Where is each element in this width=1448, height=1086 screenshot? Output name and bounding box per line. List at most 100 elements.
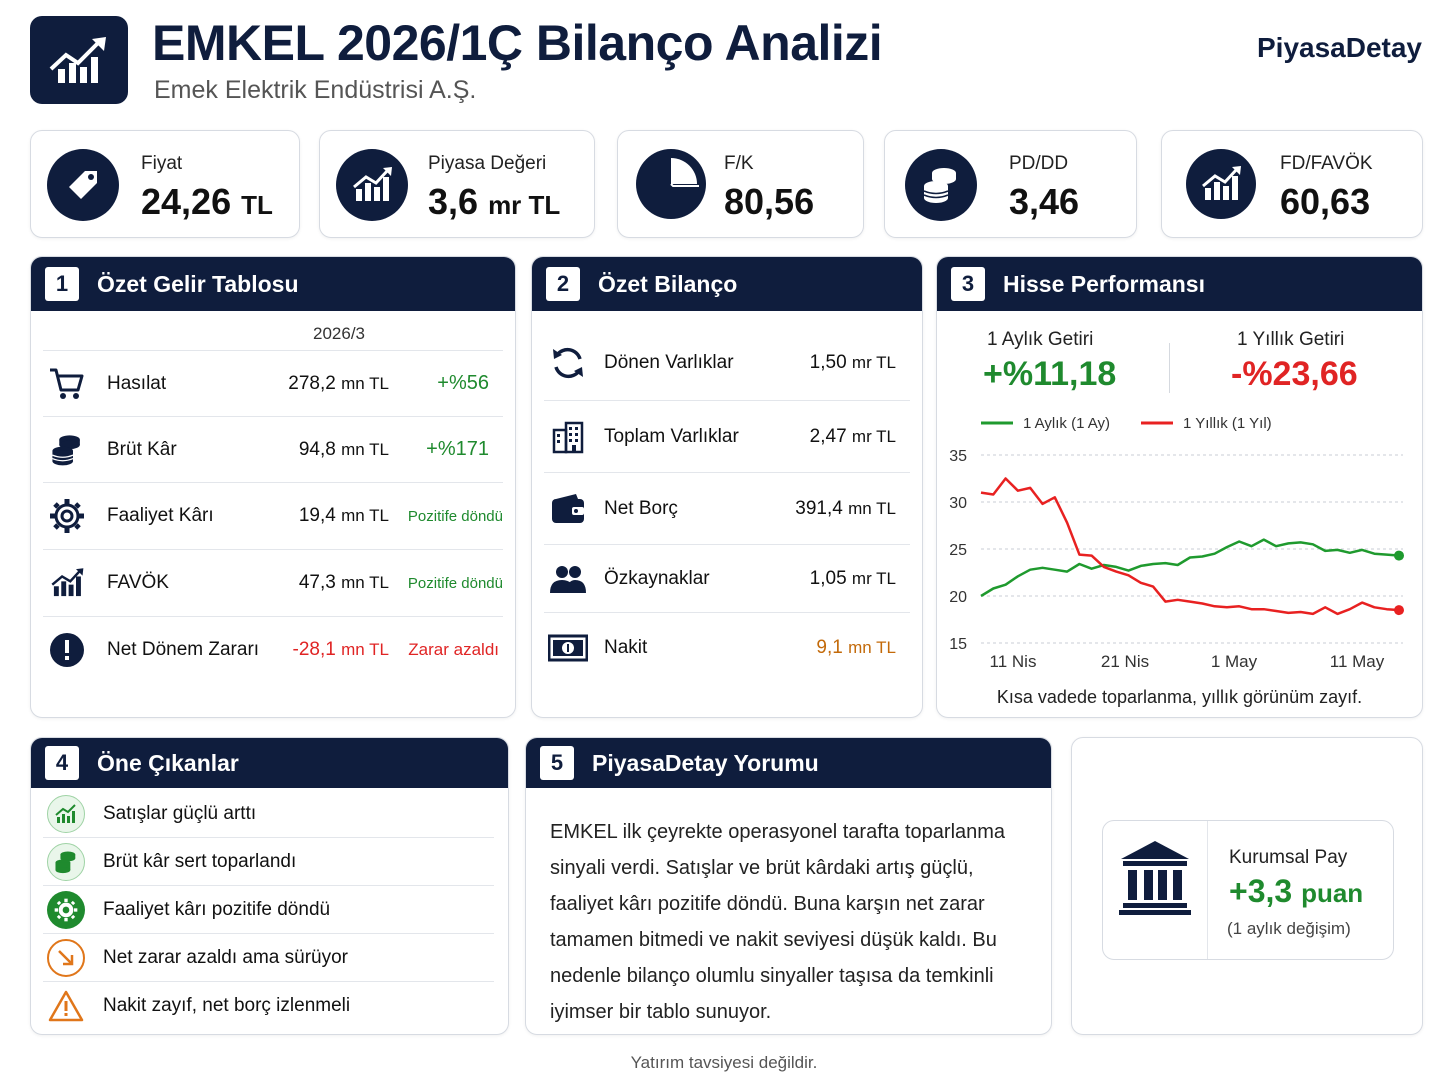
series-end-point xyxy=(1394,550,1404,561)
highlight-text: Satışlar güçlü arttı xyxy=(103,802,257,824)
panel-number: 4 xyxy=(45,746,79,780)
highlight-text: Faaliyet kârı pozitife döndü xyxy=(103,898,331,920)
row-unit: mr TL xyxy=(851,352,896,372)
row-value: 391,4 xyxy=(795,497,843,519)
kpi-number: 3,6 xyxy=(428,181,479,222)
highlight-item: Brüt kâr sert toparlandı xyxy=(43,838,494,886)
balance-sheet-panel: 2 Özet Bilanço Dönen Varlıklar 1,50 mr T… xyxy=(531,256,923,718)
kpi-label: Piyasa Değeri xyxy=(428,153,547,174)
highlight-item: Satışlar güçlü arttı xyxy=(43,790,494,838)
kpi-card-pe: F/K 80,56 xyxy=(617,130,864,238)
balance-row: Net Borç 391,4 mn TL xyxy=(544,473,910,545)
pie-chart-icon xyxy=(636,149,706,219)
row-label: Hasılat xyxy=(107,372,167,394)
institutional-label: Kurumsal Pay xyxy=(1229,847,1348,868)
coins-icon xyxy=(905,149,977,221)
disclaimer: Yatırım tavsiyesi değildir. xyxy=(630,1053,818,1072)
row-change: +%56 xyxy=(437,372,489,394)
panel-number: 5 xyxy=(540,746,574,780)
kpi-card-price: Fiyat 24,26 TL xyxy=(30,130,300,238)
y-tick-label: 30 xyxy=(949,495,967,512)
y-tick-label: 35 xyxy=(949,448,967,465)
gear-icon xyxy=(47,890,85,929)
row-value: 9,1 xyxy=(816,637,843,658)
row-value: -28,1 xyxy=(292,639,336,660)
legend-label: 1 Yıllık (1 Yıl) xyxy=(1183,415,1272,432)
kpi-number: 24,26 xyxy=(141,181,232,222)
users-icon xyxy=(548,559,588,599)
row-label: Toplam Varlıklar xyxy=(604,425,739,447)
series-end-point xyxy=(1394,605,1404,616)
highlight-item: Nakit zayıf, net borç izlenmeli xyxy=(43,982,494,1030)
income-row: Faaliyet Kârı 19,4 mn TL Pozitife döndü xyxy=(43,483,503,550)
balance-row: Toplam Varlıklar 2,47 mr TL xyxy=(544,401,910,473)
highlight-text: Brüt kâr sert toparlandı xyxy=(103,850,297,872)
row-label: Dönen Varlıklar xyxy=(604,351,734,373)
row-label: Net Borç xyxy=(604,497,678,519)
row-value: 94,8 xyxy=(298,438,336,460)
panel-number: 2 xyxy=(546,267,580,301)
gear-icon xyxy=(47,496,87,536)
panel-header: 4 Öne Çıkanlar xyxy=(31,738,508,788)
cart-icon xyxy=(47,364,87,404)
row-value: 2,47 xyxy=(809,425,847,447)
kpi-card-market-cap: Piyasa Değeri 3,6 mr TL xyxy=(319,130,595,238)
price-tag-icon xyxy=(47,149,119,221)
institutional-number: +3,3 xyxy=(1229,873,1293,909)
row-label: Faaliyet Kârı xyxy=(107,505,214,526)
panel-title: Hisse Performansı xyxy=(1003,270,1205,297)
yearly-return-value: -%23,66 xyxy=(1231,355,1358,393)
bar-chart-icon xyxy=(1186,149,1256,219)
trend-up-icon xyxy=(47,794,85,833)
row-unit: mr TL xyxy=(851,568,896,588)
row-change: +%171 xyxy=(426,438,489,460)
kpi-label: F/K xyxy=(724,153,754,174)
divider xyxy=(1207,821,1208,959)
building-icon xyxy=(548,417,588,457)
row-change: Zarar azaldı xyxy=(408,640,499,659)
row-value: 1,50 xyxy=(809,351,847,373)
coins-icon xyxy=(47,842,85,881)
performance-line-chart: 1 Aylık (1 Ay) 1 Yıllık (1 Yıl) 15 20 25 30 35… xyxy=(949,415,1404,671)
income-statement-panel: 1 Özet Gelir Tablosu 2026/3 Hasılat 278,… xyxy=(30,256,516,718)
monthly-return-value: +%11,18 xyxy=(983,355,1117,393)
kpi-unit: mr TL xyxy=(488,190,561,220)
row-unit: mn TL xyxy=(341,439,389,459)
kpi-unit: TL xyxy=(241,190,273,220)
y-tick-label: 20 xyxy=(949,589,967,606)
kpi-label: PD/DD xyxy=(1009,153,1069,174)
row-change: Pozitife döndü xyxy=(407,507,503,525)
institutional-unit: puan xyxy=(1301,878,1364,908)
bar-chart-icon xyxy=(47,563,87,603)
alert-icon xyxy=(47,630,87,670)
institutional-value: +3,3 puan xyxy=(1229,873,1363,910)
row-unit: mn TL xyxy=(341,506,389,525)
x-tick-label: 21 Nis xyxy=(1101,652,1149,671)
institutional-card: Kurumsal Pay +3,3 puan (1 aylık değişim) xyxy=(1102,820,1394,960)
refresh-icon xyxy=(548,343,588,383)
row-value: 19,4 xyxy=(298,505,336,526)
page-title: EMKEL 2026/1Ç Bilanço Analizi xyxy=(152,15,883,71)
x-tick-label: 11 May xyxy=(1330,652,1385,671)
chart-up-icon xyxy=(49,37,106,83)
wallet-icon xyxy=(548,489,588,529)
highlight-item: Faaliyet kârı pozitife döndü xyxy=(43,886,494,934)
row-unit: mr TL xyxy=(851,426,896,446)
kpi-value: 60,63 xyxy=(1280,181,1371,222)
warning-icon xyxy=(47,987,85,1025)
kpi-value: 80,56 xyxy=(724,181,815,222)
yearly-return-label: 1 Yıllık Getiri xyxy=(1237,329,1345,350)
logo xyxy=(30,16,128,104)
row-unit: mn TL xyxy=(848,638,896,657)
divider xyxy=(1169,343,1170,393)
kpi-card-ev-ebitda: FD/FAVÖK 60,63 xyxy=(1161,130,1423,238)
panel-header: 3 Hisse Performansı xyxy=(937,257,1422,311)
chart-caption: Kısa vadede toparlanma, yıllık görünüm z… xyxy=(996,687,1363,707)
panel-title: Özet Bilanço xyxy=(598,270,738,297)
panel-title: Özet Gelir Tablosu xyxy=(97,270,299,297)
highlight-text: Nakit zayıf, net borç izlenmeli xyxy=(103,995,351,1016)
row-change: Pozitife döndü xyxy=(407,574,503,592)
chart-up-icon xyxy=(336,149,408,221)
kpi-value: 24,26 TL xyxy=(141,181,273,223)
stock-performance-panel: 3 Hisse Performansı 1 Aylık Getiri +%11,… xyxy=(936,256,1423,718)
